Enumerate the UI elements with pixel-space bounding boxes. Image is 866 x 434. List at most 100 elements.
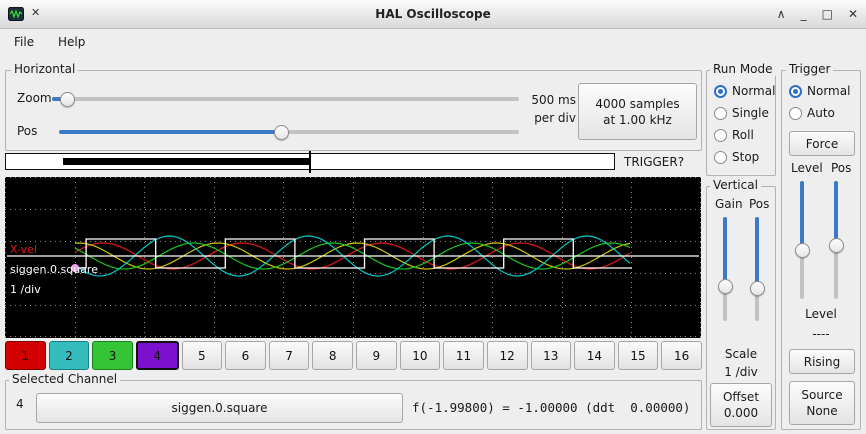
trigger-pos-label: Pos — [831, 161, 852, 175]
window-title: HAL Oscilloscope — [375, 7, 491, 21]
channel-button-12[interactable]: 12 — [486, 341, 528, 370]
radio-icon[interactable] — [714, 84, 727, 98]
scope-overlay-channel1: X-vel — [10, 243, 37, 256]
channel-button-5[interactable]: 5 — [181, 341, 223, 370]
menubar: File Help — [0, 29, 866, 55]
trigger-pos-slider-handle[interactable] — [828, 238, 844, 253]
pos-slider[interactable] — [59, 125, 519, 140]
horizontal-frame: Zoom 500 ms per div 4000 samples at 1.00… — [5, 70, 702, 151]
zoom-slider-handle[interactable] — [60, 92, 75, 107]
channel-button-row: 1 2 3 4 5 6 7 8 9 10 11 12 13 14 15 16 — [5, 341, 702, 370]
selected-channel-number: 4 — [16, 397, 24, 411]
zoom-slider-trough[interactable] — [52, 97, 519, 101]
menu-file[interactable]: File — [14, 35, 35, 49]
trigger-frame: Normal Auto Force Level Pos Level ---- R… — [781, 70, 861, 430]
channel-button-7[interactable]: 7 — [268, 341, 310, 370]
samples-button[interactable]: 4000 samples at 1.00 kHz — [578, 83, 697, 140]
run-mode-option-stop[interactable]: Stop — [714, 149, 759, 165]
radio-icon[interactable] — [714, 128, 727, 142]
vertical-pos-slider[interactable] — [749, 217, 765, 321]
vertical-pos-label: Pos — [749, 197, 770, 211]
channel-button-15[interactable]: 15 — [617, 341, 659, 370]
minimize-icon[interactable]: _ — [800, 7, 807, 21]
run-mode-option-single[interactable]: Single — [714, 105, 769, 121]
vertical-pos-slider-fill — [755, 217, 759, 287]
channel-button-10[interactable]: 10 — [399, 341, 441, 370]
maximize-icon[interactable]: □ — [821, 7, 833, 21]
radio-icon[interactable] — [789, 106, 802, 120]
rollup-icon[interactable]: ∧ — [776, 7, 786, 21]
trigger-edge-button[interactable]: Rising — [789, 349, 855, 374]
channel-button-3[interactable]: 3 — [92, 341, 133, 370]
record-window-indicator — [63, 158, 310, 165]
trigger-option-auto[interactable]: Auto — [789, 105, 835, 121]
channel-button-8[interactable]: 8 — [312, 341, 353, 370]
trigger-level-slider[interactable] — [794, 181, 810, 299]
trigger-source-label: Source — [801, 388, 843, 402]
trigger-pos-slider[interactable] — [828, 181, 844, 299]
scope-overlay-scale: 1 /div — [10, 283, 41, 296]
scope-overlay-channel-name: siggen.0.square — [10, 263, 98, 276]
trigger-level-value: ---- — [812, 327, 830, 341]
run-mode-frame: Normal Single Roll Stop — [706, 70, 776, 176]
scale-label: Scale — [724, 347, 758, 361]
vertical-pos-slider-handle[interactable] — [749, 281, 765, 296]
trigger-option-normal[interactable]: Normal — [789, 83, 850, 99]
scale-value: 1 /div — [724, 365, 758, 379]
app-icon — [8, 7, 24, 21]
zoom-slider-fill — [52, 97, 66, 101]
trigger-level-slider-fill — [800, 181, 804, 250]
trace-cyan-sine — [74, 235, 631, 277]
offset-label: Offset — [722, 390, 760, 404]
channel-button-4[interactable]: 4 — [135, 341, 179, 370]
trigger-position-marker — [309, 151, 311, 173]
channel-button-1[interactable]: 1 — [5, 341, 46, 370]
force-button[interactable]: Force — [789, 131, 855, 156]
gain-slider-handle[interactable] — [717, 279, 733, 294]
zoom-slider[interactable] — [52, 92, 519, 107]
gain-slider[interactable] — [717, 217, 733, 321]
zoom-label: Zoom — [17, 91, 52, 105]
offset-button[interactable]: Offset 0.000 — [710, 383, 772, 427]
trigger-edge-label: Rising — [803, 354, 841, 369]
trace-square-selected — [75, 238, 632, 269]
channel-button-13[interactable]: 13 — [530, 341, 572, 370]
run-mode-option-normal[interactable]: Normal — [714, 83, 775, 99]
channel-button-6[interactable]: 6 — [225, 341, 266, 370]
trigger-pos-slider-fill — [834, 181, 838, 245]
vertical-frame-label: Vertical — [710, 178, 761, 192]
selected-sample-marker — [71, 264, 79, 272]
horizontal-frame-label: Horizontal — [11, 62, 79, 76]
titlebar[interactable]: ✕ HAL Oscilloscope ∧ _ □ ✕ — [0, 0, 866, 29]
pos-slider-handle[interactable] — [274, 125, 289, 140]
channel-button-9[interactable]: 9 — [356, 341, 397, 370]
rate-readout: 500 ms per div — [514, 91, 576, 127]
radio-icon[interactable] — [789, 84, 802, 98]
offset-value: 0.000 — [723, 406, 759, 420]
channel-button-16[interactable]: 16 — [661, 341, 702, 370]
menu-help[interactable]: Help — [58, 35, 86, 49]
channel-button-11[interactable]: 11 — [443, 341, 484, 370]
scope-display[interactable]: X-vel siggen.0.square 1 /div — [5, 177, 701, 338]
channel-button-14[interactable]: 14 — [574, 341, 615, 370]
channel-button-2[interactable]: 2 — [48, 341, 90, 370]
pos-label: Pos — [17, 124, 38, 138]
titlebar-left-close-icon[interactable]: ✕ — [31, 6, 41, 19]
rate-per-div-value: 500 ms — [531, 93, 576, 107]
trigger-level-slider-handle[interactable] — [794, 243, 810, 258]
samples-rate: at 1.00 kHz — [603, 112, 672, 127]
force-button-label: Force — [805, 136, 839, 151]
scope-canvas[interactable] — [5, 177, 701, 338]
run-mode-option-roll[interactable]: Roll — [714, 127, 754, 143]
trace-yellow-sine — [74, 242, 631, 270]
pos-slider-trough[interactable] — [59, 130, 519, 134]
radio-icon[interactable] — [714, 106, 727, 120]
trigger-source-button[interactable]: Source None — [789, 381, 855, 425]
trigger-source-value: None — [806, 404, 838, 418]
close-icon[interactable]: ✕ — [847, 7, 858, 21]
selected-channel-frame-label: Selected Channel — [9, 372, 121, 386]
radio-icon[interactable] — [714, 150, 727, 164]
radio-label: Roll — [732, 128, 754, 142]
selected-channel-name-button[interactable]: siggen.0.square — [36, 393, 403, 423]
